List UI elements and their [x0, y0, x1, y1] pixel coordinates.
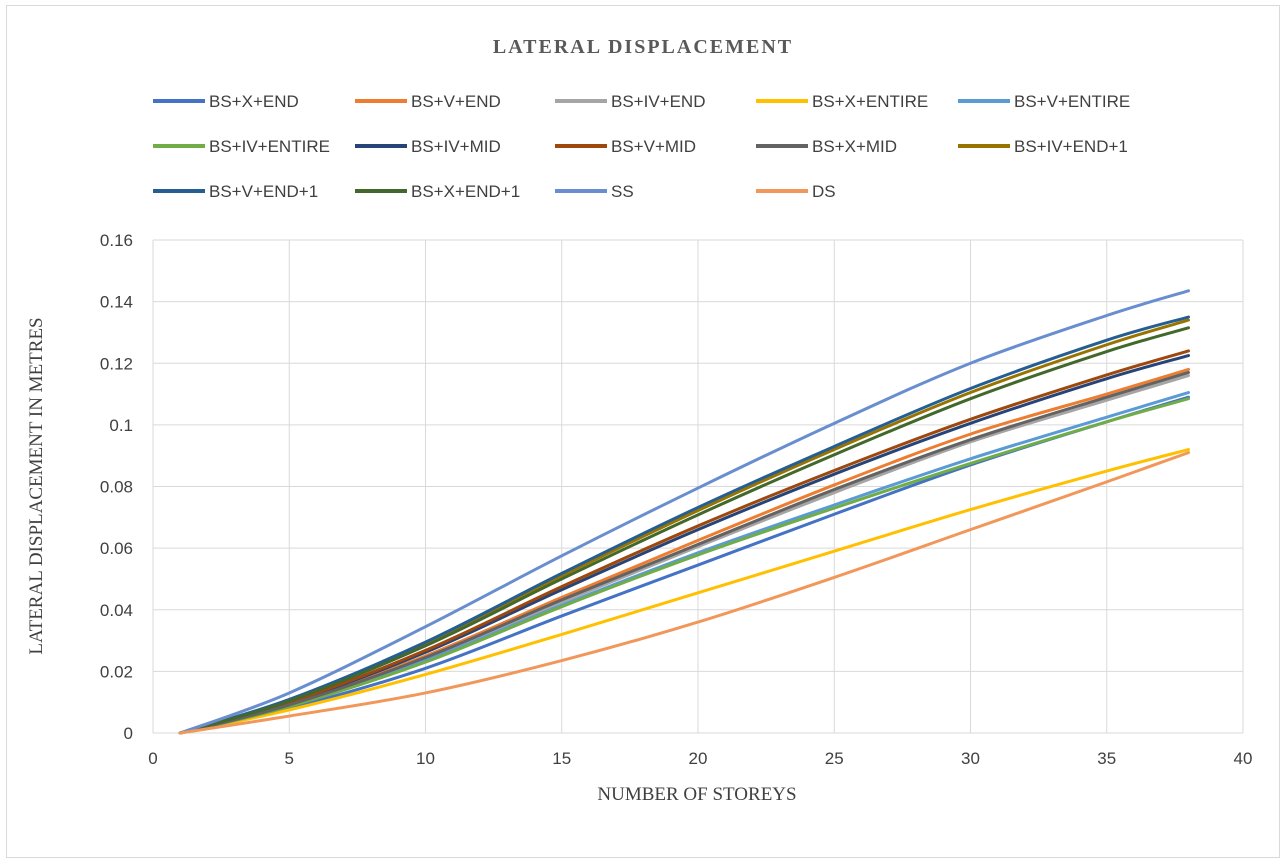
series-line-bs-v-end-1 [178, 315, 1190, 735]
series-lines [178, 289, 1190, 735]
legend: BS+X+END BS+V+END BS+IV+END BS+X+ENTIRE BS+V… [153, 92, 1130, 201]
y-tick-label: 0.12 [100, 354, 133, 373]
legend-label-ds: DS [812, 182, 836, 201]
legend-label-ss: SS [611, 182, 634, 201]
legend-label-bs-x-end: BS+X+END [209, 92, 299, 111]
legend-label-bs-v-end: BS+V+END [411, 92, 501, 111]
y-tick-label: 0.08 [100, 478, 133, 497]
legend-label-bs-x-entire: BS+X+ENTIRE [812, 92, 928, 111]
chart-title: LATERAL DISPLACEMENT [493, 36, 793, 58]
x-axis-ticks: 0 5 10 15 20 25 30 35 40 [148, 749, 1252, 768]
y-tick-label: 0.16 [100, 231, 133, 250]
y-tick-label: 0 [124, 724, 133, 743]
legend-label-bs-v-end-1: BS+V+END+1 [209, 182, 318, 201]
series-line-bs-x-mid [178, 370, 1190, 735]
x-tick-label: 10 [416, 749, 435, 768]
series-line-ds [178, 451, 1190, 735]
y-tick-label: 0.1 [109, 416, 133, 435]
y-tick-label: 0.02 [100, 662, 133, 681]
series-line-bs-iv-mid [178, 354, 1190, 735]
series-line-bs-iv-entire [178, 397, 1190, 735]
x-tick-label: 25 [825, 749, 844, 768]
series-line-bs-iv-end [178, 374, 1190, 735]
series-line-ss [178, 289, 1190, 735]
y-axis-title: LATERAL DISPLACEMENT IN METRES [26, 317, 47, 654]
y-tick-label: 0.06 [100, 539, 133, 558]
x-tick-label: 40 [1234, 749, 1253, 768]
series-line-bs-x-end-1 [178, 326, 1190, 735]
legend-label-bs-v-entire: BS+V+ENTIRE [1014, 92, 1130, 111]
legend-label-bs-x-mid: BS+X+MID [812, 137, 897, 156]
x-tick-label: 30 [961, 749, 980, 768]
x-tick-label: 5 [285, 749, 294, 768]
legend-label-bs-iv-mid: BS+IV+MID [411, 137, 501, 156]
y-tick-label: 0.14 [100, 293, 133, 312]
legend-label-bs-iv-end-1: BS+IV+END+1 [1014, 137, 1128, 156]
series-line-bs-v-mid [178, 349, 1190, 735]
y-axis-ticks: 0 0.02 0.04 0.06 0.08 0.1 0.12 0.14 0.16 [100, 231, 133, 743]
y-tick-label: 0.04 [100, 601, 133, 620]
x-tick-label: 35 [1097, 749, 1116, 768]
chart-frame [6, 5, 1280, 858]
series-line-bs-x-entire [178, 448, 1190, 735]
x-tick-label: 0 [148, 749, 157, 768]
x-tick-label: 15 [552, 749, 571, 768]
x-tick-label: 20 [689, 749, 708, 768]
legend-label-bs-x-end-1: BS+X+END+1 [411, 182, 520, 201]
legend-label-bs-v-mid: BS+V+MID [611, 137, 696, 156]
legend-label-bs-iv-entire: BS+IV+ENTIRE [209, 137, 330, 156]
legend-label-bs-iv-end: BS+IV+END [611, 92, 706, 111]
x-axis-title: NUMBER OF STOREYS [597, 784, 796, 805]
